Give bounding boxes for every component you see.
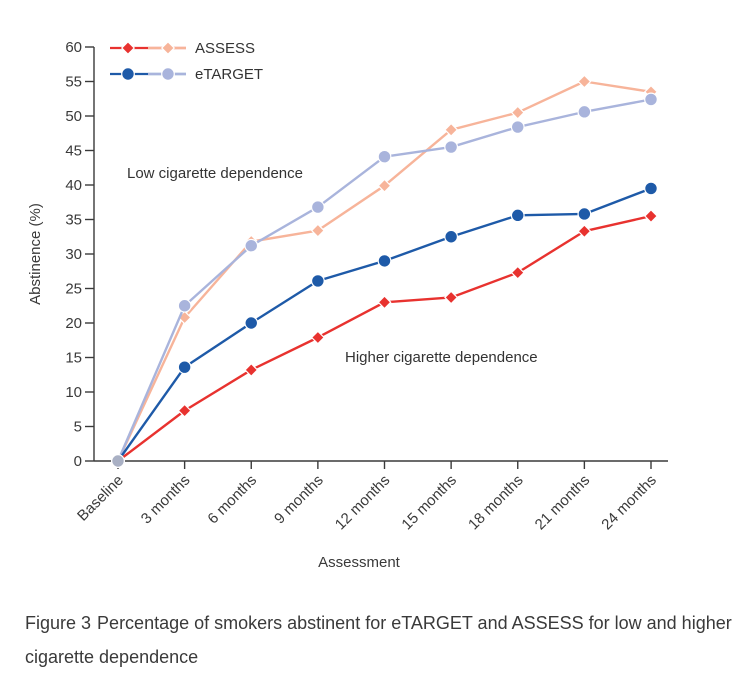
data-point — [644, 181, 658, 196]
y-tick-label: 45 — [65, 143, 82, 160]
series-assess-low — [110, 74, 659, 469]
legend-marker — [120, 40, 136, 56]
data-point — [310, 274, 325, 288]
y-tick-label: 0 — [74, 453, 82, 470]
legend-item-etarget: eTARGET — [110, 66, 263, 83]
data-point — [244, 362, 259, 377]
series-line — [117, 214, 652, 462]
legend-marker — [121, 67, 135, 81]
series-etarget-low — [111, 92, 658, 468]
data-point — [643, 209, 659, 224]
data-point — [377, 295, 392, 310]
series-line — [116, 80, 652, 462]
x-tick-label: 3 months — [138, 472, 194, 528]
data-point — [177, 403, 192, 418]
y-tick-label: 30 — [65, 246, 82, 263]
data-point — [244, 316, 259, 330]
y-tick-label: 5 — [74, 419, 82, 436]
data-point — [310, 330, 325, 345]
x-tick-label: 6 months — [204, 472, 260, 528]
baseline-point — [111, 454, 125, 468]
series-layer — [110, 74, 659, 469]
x-tick-label: 15 months — [398, 472, 460, 534]
x-tick-label: 24 months — [598, 472, 660, 534]
legend: ASSESS eTARGET — [110, 40, 263, 83]
data-point — [177, 360, 192, 375]
line-chart: 0 5 10 15 20 25 30 35 40 45 50 55 60 Baseline 3 months… — [27, 39, 668, 571]
data-point — [577, 104, 592, 119]
data-point — [510, 120, 525, 134]
data-point — [510, 208, 525, 223]
data-point — [310, 223, 325, 238]
axes — [85, 46, 668, 469]
x-axis-title: Assessment — [318, 554, 401, 571]
labels-layer: 0 5 10 15 20 25 30 35 40 45 50 55 60 Baseline 3 months… — [27, 39, 660, 571]
data-point — [444, 229, 459, 244]
y-tick-label: 40 — [65, 177, 82, 194]
series-line — [117, 187, 652, 462]
data-point — [377, 253, 392, 268]
legend-label: ASSESS — [195, 40, 255, 57]
data-point — [577, 224, 592, 239]
y-tick-label: 50 — [65, 108, 82, 125]
x-tick-label: 12 months — [332, 472, 394, 534]
annotation-low-dependence: Low cigarette dependence — [127, 165, 303, 182]
x-tick-label: 21 months — [532, 472, 594, 534]
y-tick-label: 55 — [65, 74, 82, 91]
data-point — [444, 140, 459, 154]
legend-marker — [161, 67, 175, 81]
y-tick-label: 25 — [65, 281, 82, 298]
data-point — [444, 122, 459, 137]
legend-item-assess: ASSESS — [110, 40, 255, 57]
data-point — [644, 92, 658, 107]
data-point — [510, 265, 525, 280]
caption-text: Percentage of smokers abstinent for eTAR… — [25, 613, 732, 667]
data-point — [444, 290, 459, 305]
data-point — [510, 105, 525, 120]
annotation-higher-dependence: Higher cigarette dependence — [345, 349, 538, 366]
data-point — [377, 149, 392, 164]
x-tick-label: 18 months — [465, 472, 527, 534]
data-point — [377, 178, 392, 193]
legend-label: eTARGET — [195, 66, 263, 83]
y-axis-title: Abstinence (%) — [27, 203, 44, 305]
y-tick-label: 20 — [65, 315, 82, 332]
caption-label: Figure 3 — [25, 613, 92, 633]
x-tick-label: 9 months — [271, 472, 327, 528]
series-assess-higher — [110, 209, 659, 469]
legend-marker — [160, 40, 176, 56]
series-etarget-higher — [111, 181, 658, 468]
data-point — [577, 74, 592, 89]
y-tick-label: 60 — [65, 39, 82, 56]
data-point — [577, 207, 592, 221]
y-tick-label: 35 — [65, 212, 82, 229]
y-tick-label: 10 — [65, 384, 82, 401]
x-tick-label: Baseline — [74, 472, 127, 525]
y-tick-label: 15 — [65, 350, 82, 367]
figure-caption: Figure 3 Percentage of smokers abstinent … — [25, 606, 740, 674]
data-point — [310, 200, 325, 214]
data-point — [244, 238, 259, 253]
data-point — [177, 298, 192, 313]
